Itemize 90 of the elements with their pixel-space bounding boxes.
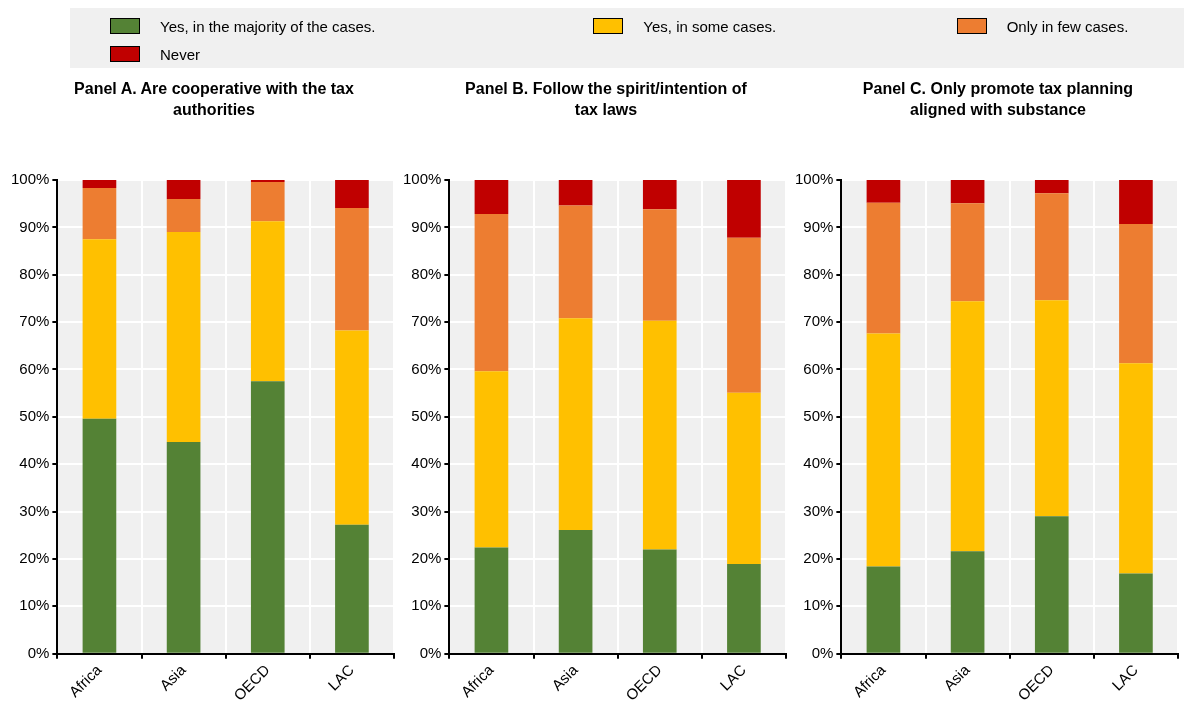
y-tick-label: 40% [803,454,834,472]
chart-title: Panel A. Are cooperative with the tax authorities [73,79,355,120]
bar [474,371,509,548]
bar [950,551,985,653]
y-tick-label: 60% [19,359,50,377]
y-tick-label: 10% [411,596,442,614]
y-tick-label: 70% [803,312,834,330]
y-tick-label: 30% [803,501,834,519]
bar [82,418,117,653]
bar [727,180,761,238]
bar [727,392,761,565]
bar [166,180,201,199]
x-tick-label: Asia [939,660,974,694]
bar [474,180,509,215]
bar [1119,363,1153,574]
bar [250,181,285,222]
bar [166,441,201,653]
bar [474,214,509,372]
bar [558,530,593,653]
bar [250,221,285,382]
y-tick-label: 10% [19,596,50,614]
y-tick-label: 100% [10,170,50,188]
bar [727,237,761,393]
bar [642,209,677,321]
bar [1034,516,1069,653]
y-tick-label: 20% [803,549,834,567]
bar [82,239,117,419]
bar [335,180,369,208]
y-tick-label: 0% [27,643,50,661]
bar [1119,180,1153,225]
y-tick-label: 30% [19,501,50,519]
bar [866,202,901,334]
bar [335,207,369,331]
y-tick-label: 10% [803,596,834,614]
y-tick-label: 60% [803,359,834,377]
chart-title: Panel B. Follow the spirit/intention of tax laws [464,79,748,120]
bar [642,549,677,653]
y-tick-label: 20% [411,549,442,567]
bar [474,547,509,653]
bar [950,301,985,552]
y-tick-label: 90% [19,217,50,235]
x-tick-label: Asia [547,660,582,694]
y-tick-label: 70% [411,312,442,330]
bar [950,203,985,302]
bar [1034,193,1069,301]
y-tick-label: 90% [411,217,442,235]
bar [642,320,677,550]
y-tick-label: 40% [411,454,442,472]
bar [82,188,117,240]
y-tick-label: 60% [411,359,442,377]
x-tick-label: Asia [155,660,190,694]
bar [1119,224,1153,364]
bar [558,205,593,319]
bar [250,381,285,653]
chart-title: Panel C. Only promote tax planning aligned with substance [861,79,1135,120]
bar [866,180,901,203]
y-tick-label: 80% [803,264,834,282]
bar [1119,573,1153,653]
legend-label: Never [160,45,201,63]
y-tick-label: 80% [19,264,50,282]
y-tick-label: 20% [19,549,50,567]
bar [558,180,593,206]
bar [166,198,201,233]
y-tick-label: 50% [19,406,50,424]
y-tick-label: 0% [811,643,834,661]
y-tick-label: 90% [803,217,834,235]
bar [558,318,593,531]
y-tick-label: 80% [411,264,442,282]
bar [335,330,369,525]
y-tick-label: 50% [803,406,834,424]
legend-label: Yes, in the majority of the cases. [160,17,376,35]
legend-label: Yes, in some cases. [643,17,777,35]
y-tick-label: 40% [19,454,50,472]
bar [727,564,761,653]
y-tick-label: 70% [19,312,50,330]
legend-label: Only in few cases. [1006,17,1129,35]
bar [642,180,677,210]
bar [866,566,901,653]
bar [1034,300,1069,517]
bar [166,232,201,442]
bar [335,524,369,653]
y-tick-label: 100% [402,170,442,188]
y-tick-label: 100% [794,170,834,188]
y-tick-label: 0% [419,643,442,661]
bar [950,180,985,204]
bar [82,180,117,189]
bar [1034,180,1069,194]
y-tick-label: 50% [411,406,442,424]
bar [866,333,901,567]
y-tick-label: 30% [411,501,442,519]
